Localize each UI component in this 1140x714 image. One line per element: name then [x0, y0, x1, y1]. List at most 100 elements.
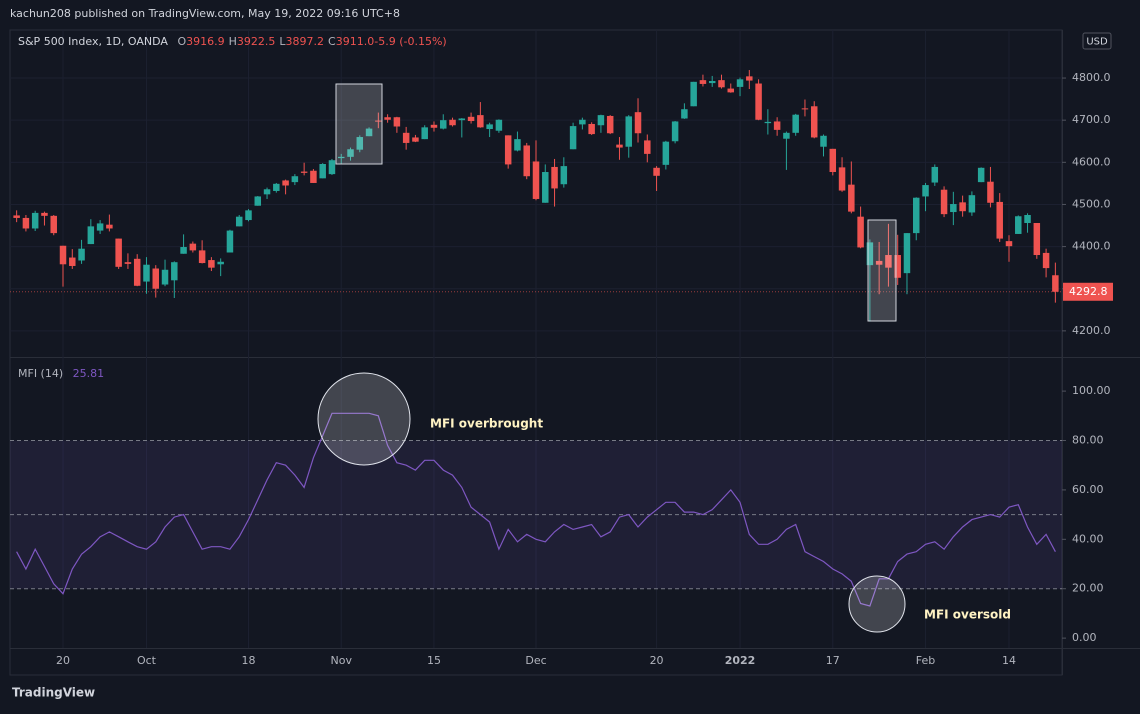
x-tick-label: 18: [241, 654, 255, 667]
y-tick-label: 4700.0: [1072, 113, 1111, 126]
candle-body: [291, 176, 299, 183]
mfi-line: [16, 412, 1056, 607]
candle-body: [365, 128, 373, 137]
highlight-circle: [317, 372, 411, 466]
candle-body: [198, 250, 206, 264]
candle-body: [1052, 275, 1059, 292]
candle-body: [560, 166, 568, 185]
candle-body: [31, 212, 39, 229]
candle-body: [616, 144, 623, 148]
candle-body: [542, 172, 549, 203]
y-tick-label: 40.00: [1072, 532, 1104, 545]
candle-body: [78, 248, 85, 261]
candle-body: [356, 137, 364, 150]
candle-body: [996, 201, 1003, 239]
y-tick-label: 4800.0: [1072, 71, 1111, 84]
candle-body: [328, 160, 336, 175]
candle-body: [764, 121, 772, 124]
candle-body: [634, 112, 642, 134]
candle-body: [189, 243, 197, 251]
legend-key: O: [177, 35, 186, 48]
x-tick-label: Oct: [137, 654, 157, 667]
brand: TradingView: [12, 686, 95, 700]
candle-body: [115, 238, 122, 267]
candle-body: [245, 210, 252, 221]
legend: S&P 500 Index, 1D, OANDA O3916.9 H3922.5 L…: [18, 35, 447, 48]
candle-body: [699, 80, 707, 84]
candle-body: [551, 166, 558, 189]
candle-body: [421, 127, 428, 140]
candle-body: [152, 268, 159, 289]
candle-body: [319, 164, 326, 179]
candle-body: [968, 195, 976, 213]
candle-body: [495, 119, 503, 131]
x-tick-label: 17: [826, 654, 840, 667]
candle-body: [866, 242, 874, 266]
candle-body: [987, 181, 994, 203]
candle-body: [523, 145, 530, 177]
candle-body: [458, 118, 466, 121]
legend-value: 3922.5: [237, 35, 276, 48]
x-tick-label: Feb: [916, 654, 935, 667]
candle-body: [282, 180, 289, 186]
candle-body: [161, 269, 169, 285]
candle-body: [569, 126, 577, 150]
candle-body: [124, 262, 132, 264]
series-title: S&P 500 Index, 1D, OANDA: [18, 35, 168, 48]
legend-value: -5.9 (-0.15%): [374, 35, 446, 48]
candle-body: [950, 204, 957, 213]
candle-body: [449, 119, 456, 126]
legend-value: 3916.9: [186, 35, 225, 48]
candle-body: [273, 183, 280, 191]
candle-body: [514, 139, 521, 151]
candle-body: [838, 167, 846, 191]
candle-body: [959, 202, 966, 212]
currency-badge[interactable]: [1082, 32, 1112, 50]
candle-body: [783, 132, 790, 139]
candle-body: [773, 121, 781, 130]
candle-body: [885, 255, 892, 268]
x-tick-label: 20: [650, 654, 664, 667]
candle-body: [755, 83, 762, 120]
candle-body: [913, 197, 920, 234]
candle-body: [412, 137, 419, 142]
candle-body: [504, 135, 512, 165]
candle-body: [375, 120, 382, 122]
annotation: MFI overbrought: [430, 417, 543, 431]
candle-body: [217, 261, 224, 265]
x-tick-label: 14: [1002, 654, 1016, 667]
annotation: MFI oversold: [924, 608, 1011, 622]
candle-body: [226, 230, 234, 253]
candle-body: [1005, 241, 1013, 247]
last-price-badge: [1063, 282, 1113, 301]
candle-body: [50, 215, 57, 234]
candle-body: [588, 123, 595, 135]
candle-body: [337, 156, 345, 159]
highlight-circle: [848, 575, 906, 633]
last-price-label: 4292.8: [1069, 285, 1108, 298]
candle-body: [662, 141, 670, 165]
candle-body: [263, 189, 271, 195]
candle-body: [727, 88, 735, 93]
candle-body: [894, 255, 901, 278]
candle-body: [708, 80, 716, 84]
candle-body: [477, 115, 484, 128]
candle-body: [653, 167, 660, 176]
candle-body: [59, 245, 67, 265]
legend-key: L: [279, 35, 286, 48]
candle-body: [106, 224, 113, 229]
y-tick-label: 80.00: [1072, 434, 1104, 447]
indicator-legend: MFI (14) 25.81: [18, 367, 104, 380]
y-tick-label: 4400.0: [1072, 240, 1111, 253]
candle-body: [625, 116, 632, 147]
y-tick-label: 20.00: [1072, 582, 1104, 595]
candle-body: [384, 117, 391, 120]
candle-body: [606, 115, 614, 134]
candle-body: [579, 119, 586, 125]
x-tick-label: Nov: [331, 654, 353, 667]
candle-body: [310, 170, 317, 183]
legend-key: C: [328, 35, 336, 48]
legend-value: 3897.2: [286, 35, 325, 48]
